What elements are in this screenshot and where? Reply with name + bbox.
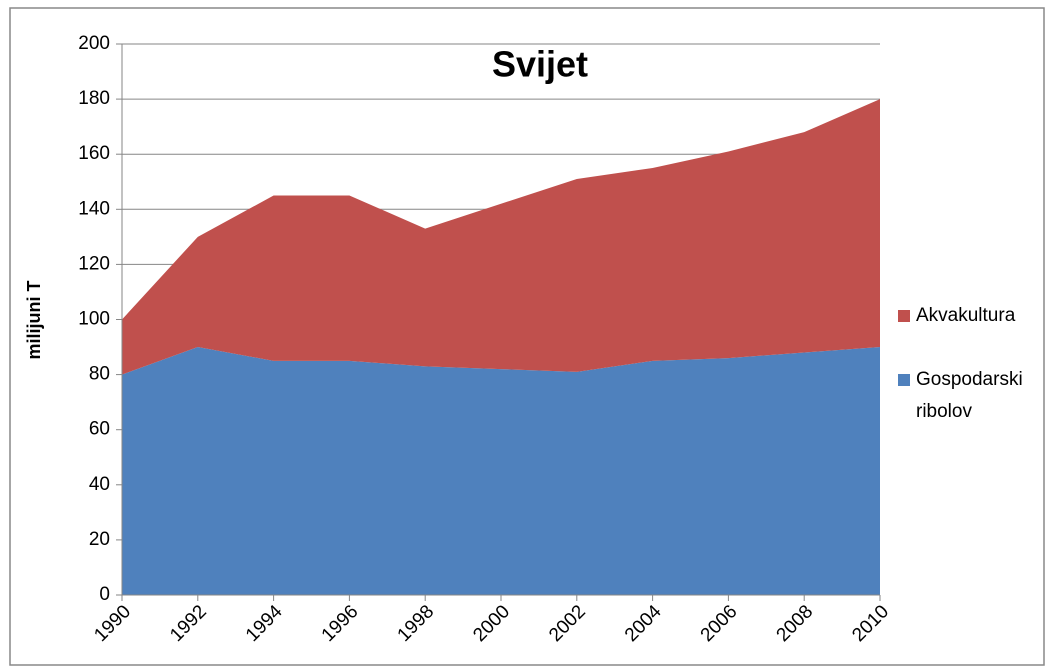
y-tick-label: 140 — [78, 198, 110, 219]
y-tick-label: 100 — [78, 309, 110, 330]
y-tick-label: 60 — [89, 419, 110, 440]
y-tick-label: 20 — [89, 529, 110, 550]
legend-swatch — [898, 310, 910, 322]
y-tick-label: 160 — [78, 143, 110, 164]
area — [122, 347, 880, 595]
area — [122, 99, 880, 375]
y-tick-label: 120 — [78, 253, 110, 274]
legend-swatch — [898, 374, 910, 386]
y-tick-label: 40 — [89, 474, 110, 495]
y-tick-label: 0 — [99, 584, 110, 605]
y-tick-label: 80 — [89, 364, 110, 385]
legend-label: Akvakultura — [916, 305, 1016, 326]
y-axis-label: milijuni T — [24, 280, 44, 359]
y-tick-label: 200 — [78, 33, 110, 54]
chart-title: Svijet — [492, 44, 588, 85]
legend-label: Gospodarski ribolov — [916, 369, 1023, 422]
y-tick-label: 180 — [78, 88, 110, 109]
